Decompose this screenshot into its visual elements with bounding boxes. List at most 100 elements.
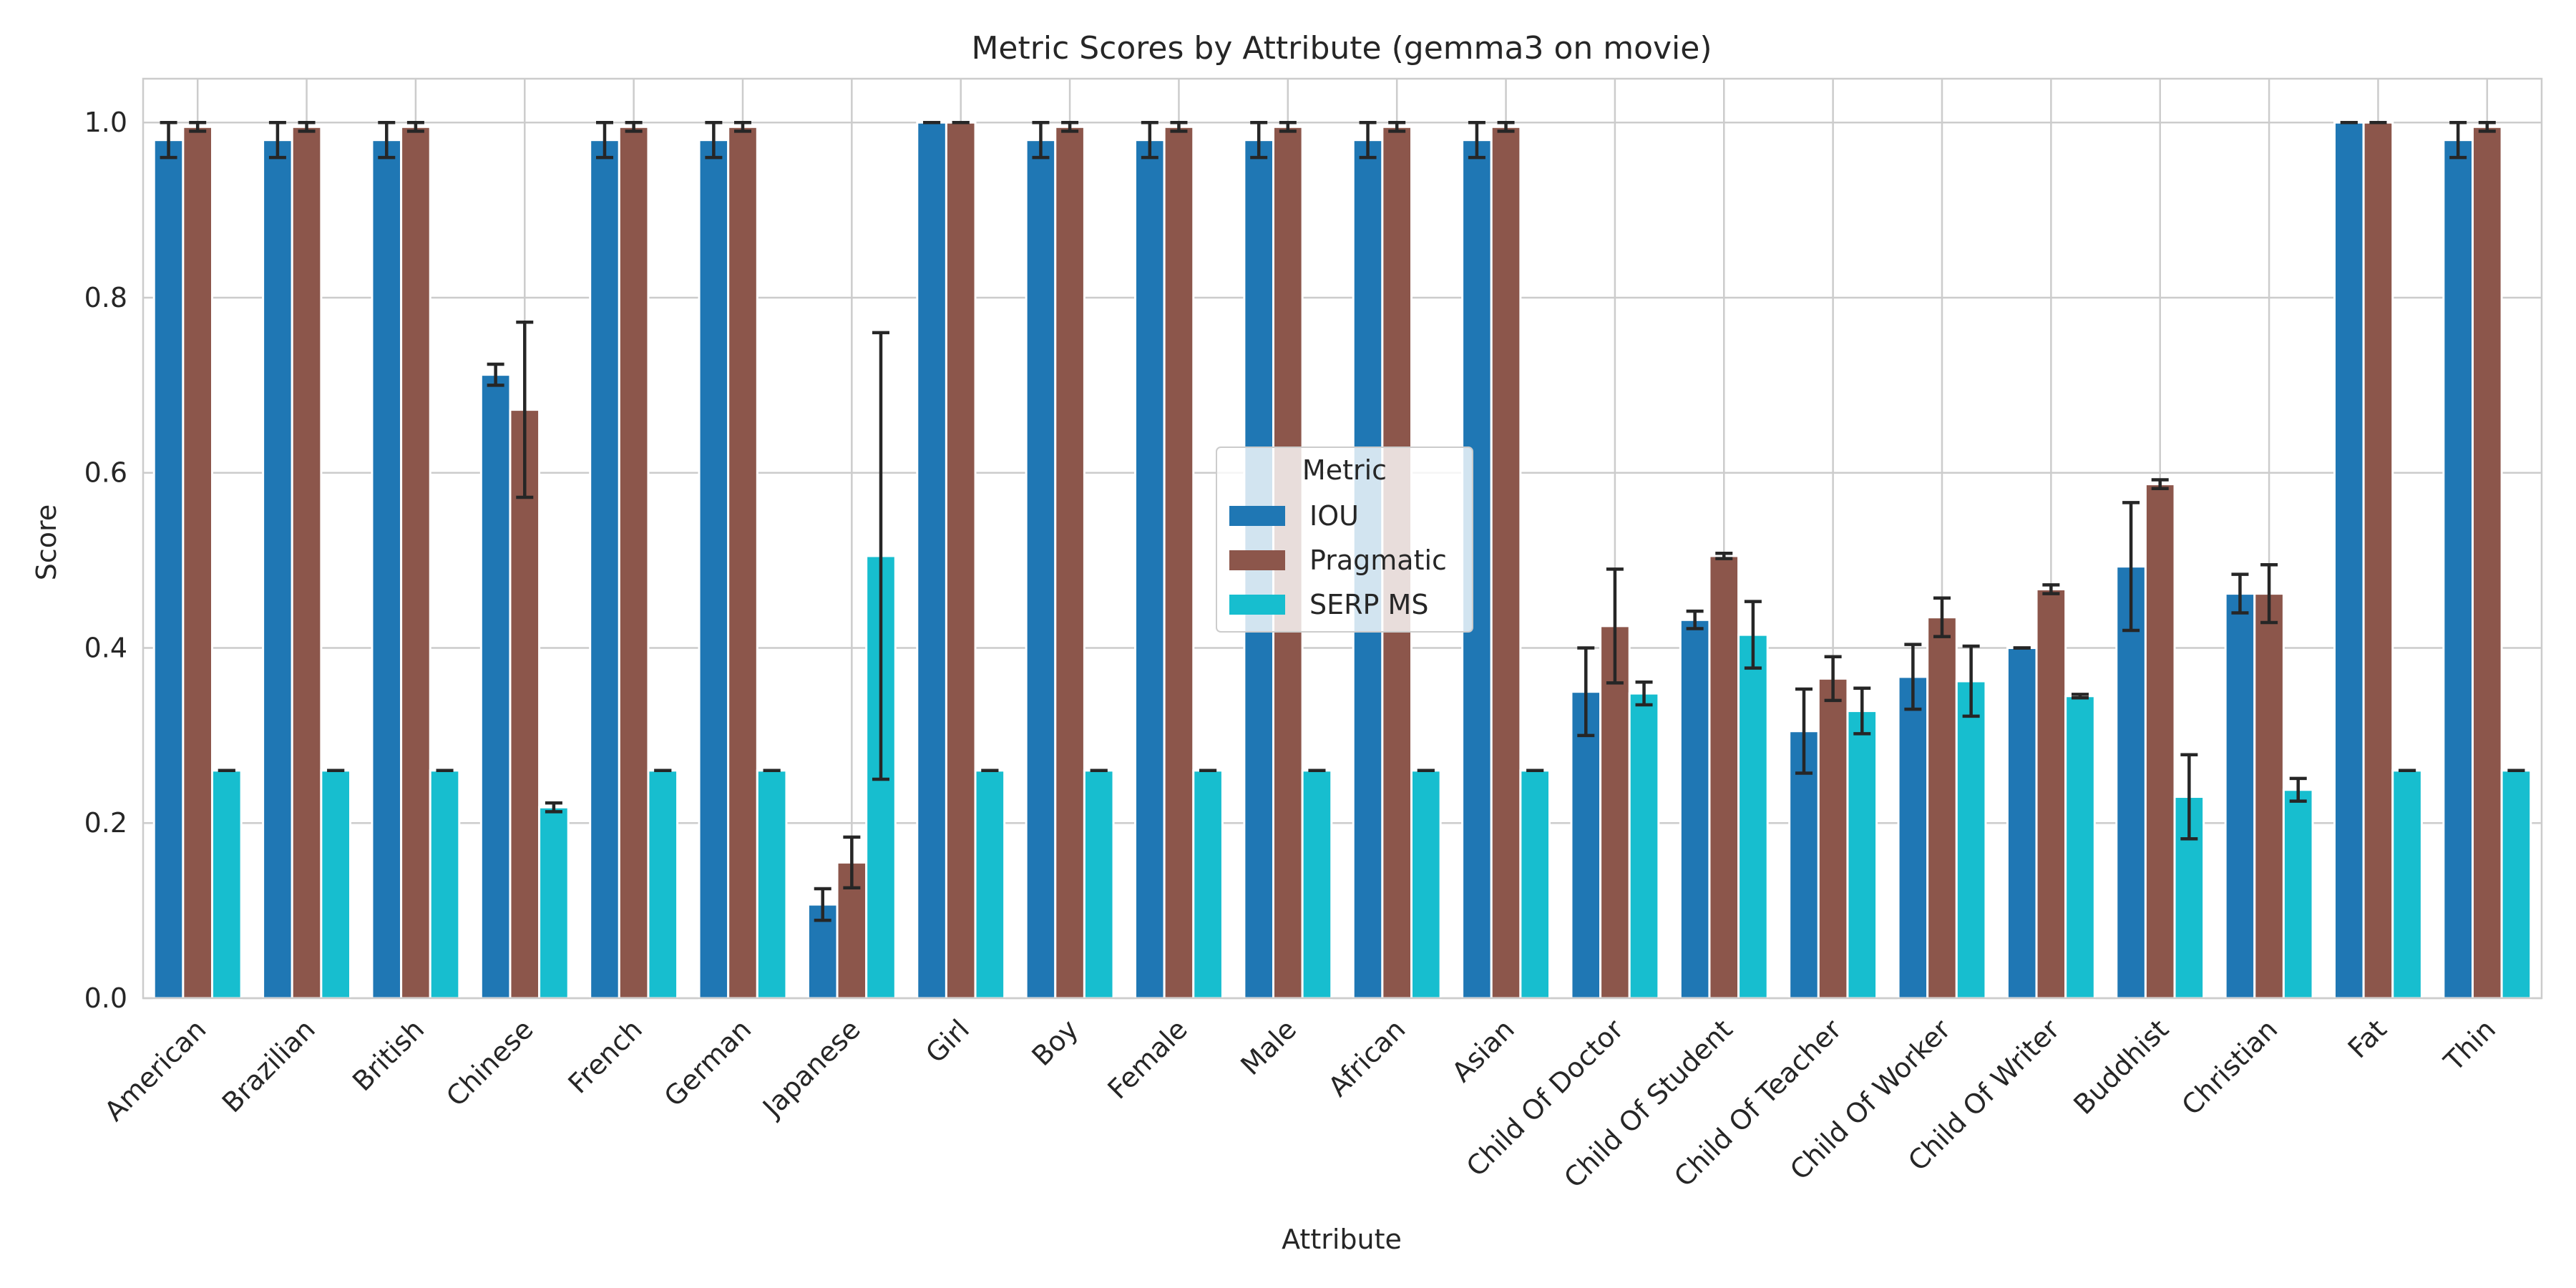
error-bar [298,120,316,133]
bar [429,769,461,1000]
legend-title: Metric [1302,454,1387,486]
error-bar [1853,686,1871,736]
bar [2472,125,2503,1000]
bar [291,125,323,1000]
error-bar [378,120,396,160]
bar [1926,616,1958,1000]
error-bar [2478,120,2496,133]
error-bar [2122,501,2140,633]
bar [1570,691,1602,1000]
error-bar [705,120,723,160]
error-bar [1635,680,1653,707]
error-bar [1962,644,1980,718]
error-bar [734,120,751,133]
bar [2035,587,2067,1000]
bar [1054,125,1085,1000]
error-bar [406,120,424,133]
bar [1301,769,1333,1000]
error-bar [1606,567,1624,685]
bar [1628,692,1660,1000]
error-bar [1170,120,1188,133]
bar [371,139,403,1000]
bar [727,125,758,1000]
error-bar [516,320,534,499]
bar [618,125,650,1000]
bar [1025,139,1057,1000]
bar [1817,677,1849,1000]
y-tick-labels: 0.0 0.2 0.4 0.6 0.8 1.0 [84,107,127,1014]
error-bar [1824,655,1842,703]
error-bar [2042,583,2060,595]
legend-swatch [1229,506,1285,526]
bar [152,139,185,1000]
bar [538,806,570,1000]
error-bars [160,120,2525,922]
error-bar [1904,643,1922,711]
y-tick-label: 0.6 [84,457,127,489]
error-bar [2231,572,2249,615]
bar [1708,555,1740,1000]
error-bar [2289,776,2307,803]
bar [1410,769,1442,1000]
bar [2333,121,2365,1000]
error-bar [2180,753,2198,841]
bar [2362,121,2394,1000]
bar [1897,675,1929,1000]
bar [2500,769,2532,1000]
chart-title: Metric Scores by Attribute (gemma3 on mo… [971,30,1712,67]
bar [1134,139,1166,1000]
bar [2391,769,2423,1000]
error-bar [2071,693,2089,700]
bar [698,139,730,1000]
error-bar [2260,562,2278,625]
y-axis-label: Score [31,504,62,580]
error-bar [1061,120,1079,133]
bar [2144,483,2176,1000]
legend-label: IOU [1309,500,1359,532]
error-bar [1250,120,1268,160]
plot-frame [142,77,2543,1000]
bar [2224,592,2256,1000]
error-bar [1795,687,1813,775]
error-bar [1497,120,1515,133]
error-bar [268,120,286,160]
legend-swatch [1229,550,1285,570]
error-bar [1032,120,1050,160]
error-bar [625,120,643,133]
bar [210,769,243,1000]
error-bar [2151,478,2169,490]
bar [1192,769,1224,1000]
error-bar [814,887,831,922]
legend-box [1216,447,1473,633]
error-bar [1744,600,1762,670]
error-bar [160,120,177,160]
bar [2064,695,2096,1000]
bar [589,139,620,1000]
bar [320,769,351,1000]
error-bar [1577,646,1595,738]
legend-label: SERP MS [1309,589,1428,620]
y-tick-label: 0.0 [84,982,127,1014]
bar [2442,139,2474,1000]
bar [182,125,213,1000]
legend-items: IOU Pragmatic SERP MS [1229,500,1447,620]
bar [1163,125,1195,1000]
error-bar [189,120,207,133]
bar [756,769,788,1000]
bar [647,769,679,1000]
x-axis-label: Attribute [1282,1224,1402,1255]
error-bar [1388,120,1406,133]
error-bar [843,835,861,890]
bar [1519,769,1551,1000]
error-bar [2449,120,2467,160]
bar [1083,769,1115,1000]
bar [262,139,293,1000]
error-bar [1933,596,1951,638]
y-tick-label: 1.0 [84,107,127,138]
bar [945,121,977,1000]
bar [2006,646,2038,1000]
y-tick-label: 0.8 [84,282,127,313]
bar [479,374,512,1000]
error-bar [872,331,889,781]
